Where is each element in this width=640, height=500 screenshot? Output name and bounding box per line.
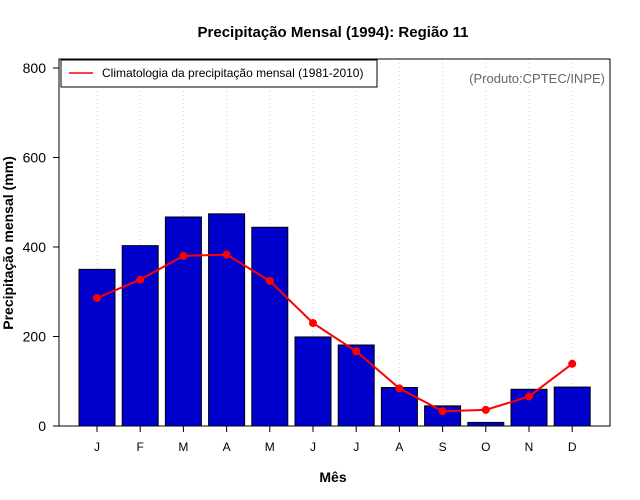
y-tick-label: 0 <box>38 418 46 434</box>
bar <box>553 386 591 427</box>
climatology-point <box>309 319 317 328</box>
x-axis-label: Mês <box>319 469 346 485</box>
bar <box>294 336 332 427</box>
x-tick-label: F <box>137 440 144 454</box>
bar <box>164 216 202 427</box>
bar <box>337 344 375 427</box>
climatology-point <box>438 407 447 416</box>
x-tick-label: S <box>439 440 447 454</box>
legend-label-climatology: Climatologia da precipitação mensal (198… <box>102 66 363 80</box>
x-tick-label: J <box>353 440 359 454</box>
x-tick-label: J <box>94 440 100 454</box>
climatology-point <box>179 251 188 260</box>
climatology-point <box>222 250 231 259</box>
climatology-point <box>568 359 577 368</box>
bar <box>467 421 505 427</box>
x-tick-label: A <box>223 440 231 454</box>
y-tick-label: 200 <box>23 328 47 344</box>
climatology-line-group <box>93 250 577 416</box>
climatology-point <box>93 293 101 302</box>
bar <box>208 213 246 427</box>
chart-title: Precipitação Mensal (1994): Região 11 <box>198 24 469 41</box>
bar <box>380 387 418 427</box>
climatology-point <box>265 276 274 285</box>
climatology-point <box>525 392 533 401</box>
y-tick-label: 800 <box>23 60 47 76</box>
legend: Climatologia da precipitação mensal (198… <box>60 59 378 88</box>
y-tick-label: 400 <box>23 239 47 255</box>
climatology-point <box>136 275 145 284</box>
legend-box <box>60 59 378 88</box>
x-tick-label: J <box>310 440 316 454</box>
y-axis: 0 200 400 600 800 <box>23 60 59 434</box>
x-tick-label: A <box>395 440 403 454</box>
source-annotation: (Produto:CPTEC/INPE) <box>469 71 605 86</box>
y-tick-label: 600 <box>23 149 47 165</box>
climatology-line <box>96 253 573 413</box>
x-tick-label: O <box>481 440 490 454</box>
x-tick-label: D <box>568 440 577 454</box>
plot-frame <box>58 58 611 427</box>
climatology-point <box>352 347 361 356</box>
climatology-point <box>481 405 490 414</box>
climatology-point <box>395 384 404 393</box>
bar <box>251 226 289 427</box>
bars <box>78 213 591 427</box>
x-tick-label: N <box>525 440 534 454</box>
x-tick-label: M <box>178 440 188 454</box>
x-tick-label: M <box>265 440 275 454</box>
y-axis-label: Precipitação mensal (mm) <box>0 156 16 330</box>
